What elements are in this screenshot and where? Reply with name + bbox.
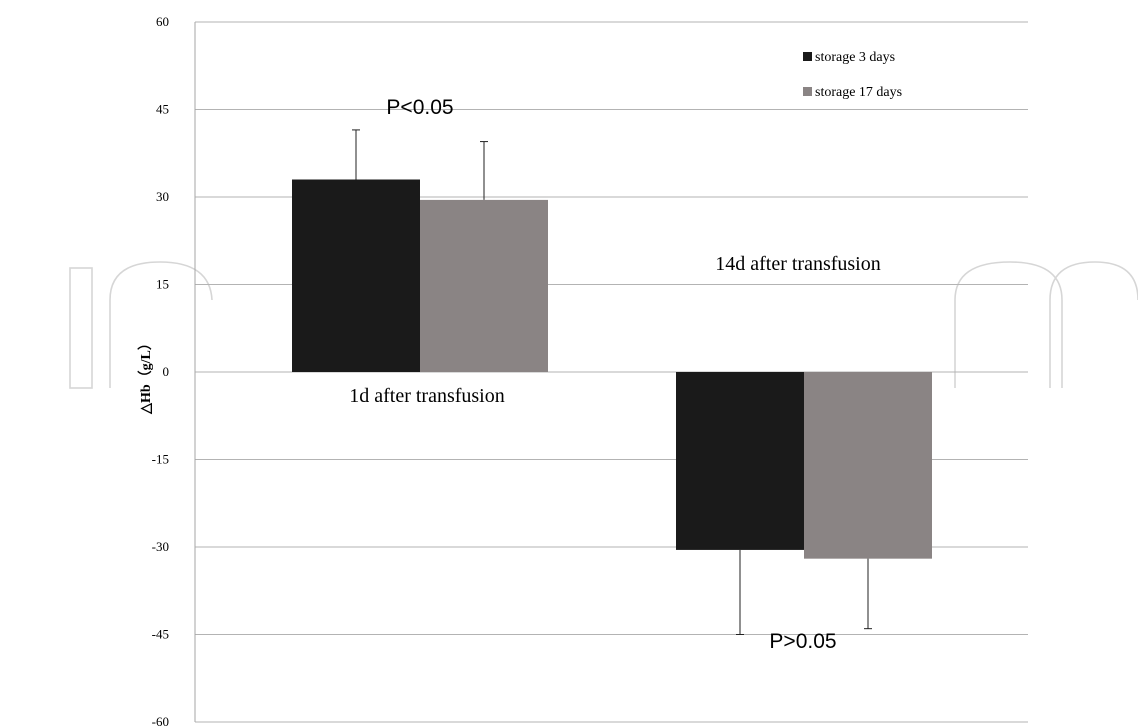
legend: storage 3 days storage 17 days xyxy=(803,50,902,100)
y-tick-label: 45 xyxy=(156,102,169,117)
y-axis: 60 45 30 15 0 -15 -30 -45 -60 xyxy=(152,14,195,728)
category-label-14d: 14d after transfusion xyxy=(715,253,881,275)
annotation-p-less: P<0.05 xyxy=(386,96,453,119)
y-tick-label: 0 xyxy=(163,364,170,379)
y-tick-label: 30 xyxy=(156,189,169,204)
legend-label-storage-3-days: storage 3 days xyxy=(815,50,895,65)
y-tick-label: -30 xyxy=(152,539,169,554)
legend-swatch-storage-17-days xyxy=(803,87,812,96)
watermark-logo xyxy=(70,262,1138,388)
y-tick-label: 60 xyxy=(156,14,169,29)
y-tick-label: -15 xyxy=(152,452,169,467)
y-tick-label: -45 xyxy=(152,627,169,642)
bar xyxy=(292,180,420,373)
bar xyxy=(804,372,932,559)
legend-label-storage-17-days: storage 17 days xyxy=(815,85,902,100)
legend-swatch-storage-3-days xyxy=(803,52,812,61)
bar xyxy=(420,200,548,372)
bar xyxy=(676,372,804,550)
y-tick-label: 15 xyxy=(156,277,169,292)
annotation-p-greater: P>0.05 xyxy=(769,630,836,653)
y-axis-label: △Hb（g/L） xyxy=(138,336,154,415)
bars xyxy=(292,180,932,559)
category-label-1d: 1d after transfusion xyxy=(349,385,505,407)
y-tick-label: -60 xyxy=(152,714,169,728)
